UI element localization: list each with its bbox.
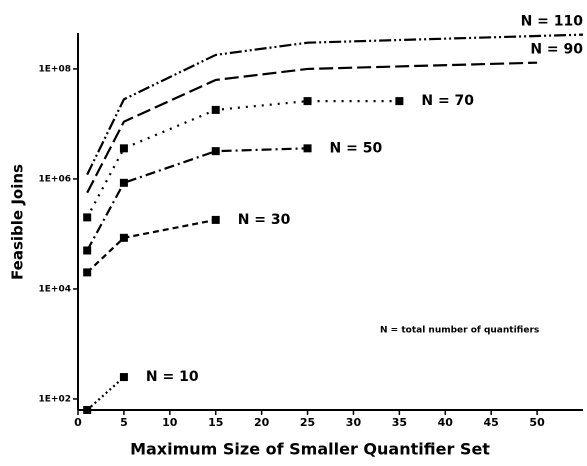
series-label: N = 50 <box>330 140 383 156</box>
x-tick-label: 45 <box>484 416 499 429</box>
marker <box>83 268 92 277</box>
x-tick-label: 30 <box>346 416 362 429</box>
marker <box>119 144 128 153</box>
x-tick-label: 5 <box>120 416 128 429</box>
x-tick-label: 20 <box>254 416 270 429</box>
x-axis-title: Maximum Size of Smaller Quantifier Set <box>130 440 490 459</box>
x-tick-label: 40 <box>438 416 454 429</box>
x-tick-label: 25 <box>300 416 315 429</box>
marker <box>211 147 220 156</box>
x-tick-label: 15 <box>208 416 223 429</box>
series-line <box>86 61 538 194</box>
series-label: N = 110 <box>521 14 584 30</box>
series-label: N = 90 <box>530 42 583 58</box>
series-line <box>86 218 216 274</box>
marker <box>211 215 220 224</box>
series-line <box>86 147 308 252</box>
x-tick-label: 35 <box>392 416 407 429</box>
marker <box>83 213 92 222</box>
series-line <box>86 33 584 176</box>
x-tick-label: 50 <box>529 416 545 429</box>
marker <box>119 178 128 187</box>
y-tick-label: 1E+08 <box>39 64 71 74</box>
marker <box>395 97 404 106</box>
series-line <box>86 100 400 218</box>
series-label: N = 30 <box>238 212 291 228</box>
y-tick-label: 1E+02 <box>39 394 71 404</box>
marker <box>83 246 92 255</box>
marker <box>83 406 92 414</box>
x-tick-label: 10 <box>162 416 178 429</box>
x-tick-label: 0 <box>74 416 82 429</box>
y-tick-label: 1E+04 <box>39 284 71 294</box>
series-label: N = 70 <box>421 93 474 109</box>
marker <box>303 97 312 106</box>
marker <box>119 373 128 382</box>
marker <box>119 233 128 242</box>
y-axis-title: Feasible Joins <box>9 164 27 280</box>
annotation: N = total number of quantifiers <box>380 326 539 336</box>
marker <box>211 105 220 114</box>
series-label: N = 10 <box>146 369 199 385</box>
y-tick-label: 1E+06 <box>39 174 71 184</box>
series-line <box>86 376 125 411</box>
marker <box>303 144 312 153</box>
